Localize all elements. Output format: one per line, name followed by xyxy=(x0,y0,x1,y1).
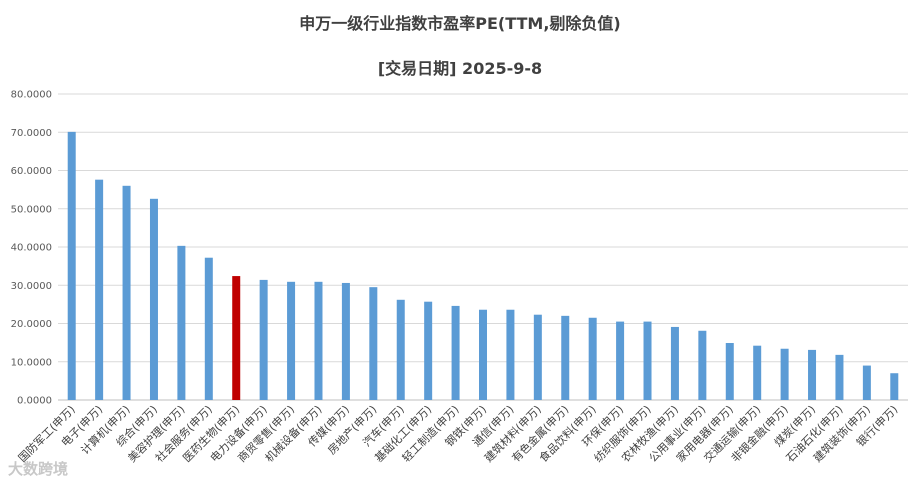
bar xyxy=(204,257,213,400)
bar xyxy=(122,185,131,400)
y-tick-label: 0.0000 xyxy=(17,396,52,407)
chart-title: 申万一级行业指数市盈率PE(TTM,剔除负值) xyxy=(299,14,621,33)
bar xyxy=(149,198,158,400)
bar xyxy=(396,299,405,400)
bar xyxy=(424,301,433,400)
bar xyxy=(95,179,104,400)
bar xyxy=(506,309,515,400)
y-tick-label: 50.0000 xyxy=(11,204,52,215)
y-tick-label: 80.0000 xyxy=(11,90,52,101)
y-tick-label: 30.0000 xyxy=(11,281,52,292)
bar xyxy=(479,309,487,400)
bar xyxy=(780,348,789,400)
bar xyxy=(287,281,296,400)
y-tick-label: 70.0000 xyxy=(11,128,52,139)
bar xyxy=(341,282,350,400)
bar xyxy=(67,131,76,400)
bar xyxy=(314,281,323,400)
bar xyxy=(369,287,378,400)
chart-subtitle: [交易日期] 2025-9-8 xyxy=(377,59,543,78)
bar xyxy=(588,317,597,400)
watermark-text: 大数跨境 xyxy=(8,460,68,478)
bar xyxy=(533,314,542,400)
bar xyxy=(177,245,186,400)
bar xyxy=(753,345,762,400)
bar xyxy=(890,373,899,400)
y-tick-label: 60.0000 xyxy=(11,166,52,177)
bar xyxy=(670,326,679,400)
bar xyxy=(808,349,817,400)
bar xyxy=(616,321,625,400)
bar xyxy=(725,343,734,400)
bar xyxy=(862,365,871,400)
y-tick-label: 40.0000 xyxy=(11,243,52,254)
bar xyxy=(698,330,707,400)
bar xyxy=(643,321,652,400)
bar xyxy=(259,279,268,400)
bar xyxy=(835,354,844,400)
bar xyxy=(561,315,570,400)
bar xyxy=(232,276,241,400)
y-tick-label: 20.0000 xyxy=(11,319,52,330)
bar xyxy=(451,305,460,400)
y-tick-label: 10.0000 xyxy=(11,357,52,368)
